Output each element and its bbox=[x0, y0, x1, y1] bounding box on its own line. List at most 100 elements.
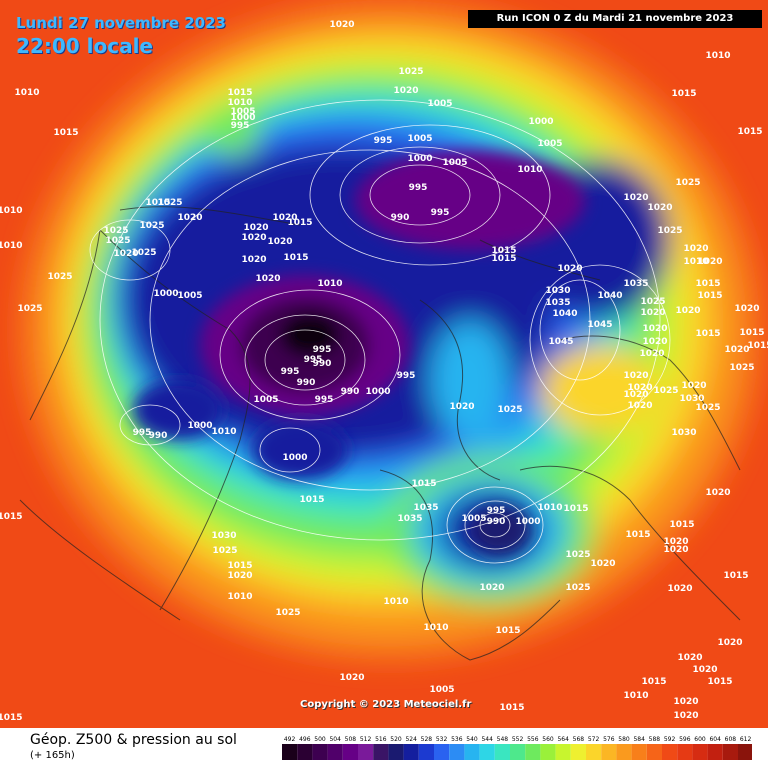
pressure-label: 1020 bbox=[639, 349, 664, 359]
scale-swatch bbox=[388, 744, 404, 760]
pressure-label: 1015 bbox=[695, 329, 720, 339]
pressure-label: 1025 bbox=[103, 226, 128, 236]
scale-swatch bbox=[297, 744, 313, 760]
pressure-label: 1015 bbox=[669, 520, 694, 530]
pressure-label: 1000 bbox=[515, 517, 540, 527]
pressure-label: 1025 bbox=[131, 248, 156, 258]
scale-tick-label: 512 bbox=[360, 736, 372, 743]
pressure-label: 995 bbox=[487, 506, 506, 516]
pressure-label: 1040 bbox=[597, 291, 622, 301]
pressure-label: 1025 bbox=[157, 198, 182, 208]
pressure-label: 1020 bbox=[673, 711, 698, 721]
pressure-label: 1020 bbox=[227, 571, 252, 581]
pressure-label: 1010 bbox=[14, 88, 39, 98]
scale-swatch bbox=[510, 744, 526, 760]
pressure-label: 1025 bbox=[729, 363, 754, 373]
pressure-label: 995 bbox=[231, 121, 250, 131]
pressure-label: 1020 bbox=[272, 213, 297, 223]
pressure-label: 1020 bbox=[673, 697, 698, 707]
pressure-label: 1020 bbox=[241, 233, 266, 243]
pressure-label: 1010 bbox=[705, 51, 730, 61]
pressure-label: 1005 bbox=[429, 685, 454, 695]
pressure-label: 1025 bbox=[212, 546, 237, 556]
scale-tick-label: 560 bbox=[542, 736, 554, 743]
scale-swatch bbox=[464, 744, 480, 760]
pressure-label: 1010 bbox=[0, 241, 23, 251]
pressure-label: 1020 bbox=[329, 20, 354, 30]
scale-swatch bbox=[570, 744, 586, 760]
scale-tick-label: 532 bbox=[436, 736, 448, 743]
pressure-label: 1020 bbox=[479, 583, 504, 593]
scale-swatch bbox=[327, 744, 343, 760]
pressure-label: 1020 bbox=[339, 673, 364, 683]
low-centers bbox=[133, 150, 585, 554]
scale-swatch bbox=[494, 744, 510, 760]
pressure-label: 1020 bbox=[243, 223, 268, 233]
pressure-label: 1025 bbox=[275, 608, 300, 618]
scale-swatch bbox=[540, 744, 556, 760]
scale-swatch bbox=[616, 744, 632, 760]
scale-tick-label: 516 bbox=[375, 736, 387, 743]
pressure-label: 1030 bbox=[211, 531, 236, 541]
pressure-label: 1010 bbox=[317, 279, 342, 289]
scale-tick-label: 584 bbox=[633, 736, 645, 743]
pressure-label: 1005 bbox=[442, 158, 467, 168]
scale-swatch bbox=[662, 744, 678, 760]
pressure-label: 1015 bbox=[737, 127, 762, 137]
pressure-label: 1025 bbox=[565, 550, 590, 560]
scale-tick-label: 600 bbox=[694, 736, 706, 743]
scale-tick-label: 608 bbox=[725, 736, 737, 743]
pressure-label: 1025 bbox=[47, 272, 72, 282]
pressure-label: 1020 bbox=[241, 255, 266, 265]
scale-tick-label: 496 bbox=[299, 736, 311, 743]
scale-tick-label: 500 bbox=[314, 736, 326, 743]
pressure-label: 1020 bbox=[627, 383, 652, 393]
forecast-map: 1020 1010 1025 1020 1005 1015 1010 1015 1015 1010… bbox=[0, 0, 768, 728]
scale-swatch bbox=[555, 744, 571, 760]
pressure-label: 1035 bbox=[545, 298, 570, 308]
coastlines bbox=[19, 206, 741, 661]
scale-swatch bbox=[418, 744, 434, 760]
scale-tick-label: 548 bbox=[497, 736, 509, 743]
copyright-notice: Copyright © 2023 Meteociel.fr bbox=[300, 699, 472, 710]
scale-swatch bbox=[692, 744, 708, 760]
pressure-label: 1015 bbox=[283, 253, 308, 263]
pressure-label: 1020 bbox=[623, 371, 648, 381]
pressure-label: 1015 bbox=[227, 561, 252, 571]
pressure-label: 1020 bbox=[267, 237, 292, 247]
pressure-label: 1015 bbox=[739, 328, 764, 338]
scale-tick-label: 552 bbox=[512, 736, 524, 743]
pressure-label: 1015 bbox=[499, 703, 524, 713]
scale-tick-label: 596 bbox=[679, 736, 691, 743]
pressure-label: 1025 bbox=[139, 221, 164, 231]
pressure-label: 1020 bbox=[717, 638, 742, 648]
scale-tick-label: 588 bbox=[649, 736, 661, 743]
pressure-label: 1005 bbox=[537, 139, 562, 149]
scale-swatch bbox=[479, 744, 495, 760]
pressure-label: 1010 bbox=[683, 257, 708, 267]
pressure-label: 1020 bbox=[667, 584, 692, 594]
scale-tick-label: 572 bbox=[588, 736, 600, 743]
pressure-labels: 1020101010251020100510151010101510151010… bbox=[0, 20, 768, 723]
scale-tick-label: 592 bbox=[664, 736, 676, 743]
pressure-label: 1015 bbox=[53, 128, 78, 138]
pressure-label: 1025 bbox=[17, 304, 42, 314]
scale-swatch bbox=[342, 744, 358, 760]
pressure-label: 1015 bbox=[641, 677, 666, 687]
scale-tick-label: 564 bbox=[557, 736, 569, 743]
pressure-label: 995 bbox=[315, 395, 334, 405]
pressure-label: 1020 bbox=[697, 257, 722, 267]
pressure-label: 1020 bbox=[623, 193, 648, 203]
scale-swatch bbox=[403, 744, 419, 760]
scale-tick-label: 528 bbox=[421, 736, 433, 743]
pressure-label: 1020 bbox=[724, 345, 749, 355]
legend-subtitle: (+ 165h) bbox=[30, 750, 75, 761]
scale-tick-label: 612 bbox=[740, 736, 752, 743]
pressure-label: 1000 bbox=[528, 117, 553, 127]
scale-swatch bbox=[707, 744, 723, 760]
pressure-label: 1010 bbox=[227, 98, 252, 108]
pressure-label: 995 bbox=[281, 367, 300, 377]
pressure-label: 1030 bbox=[679, 394, 704, 404]
scale-tick-label: 604 bbox=[709, 736, 721, 743]
pressure-label: 1020 bbox=[647, 203, 672, 213]
